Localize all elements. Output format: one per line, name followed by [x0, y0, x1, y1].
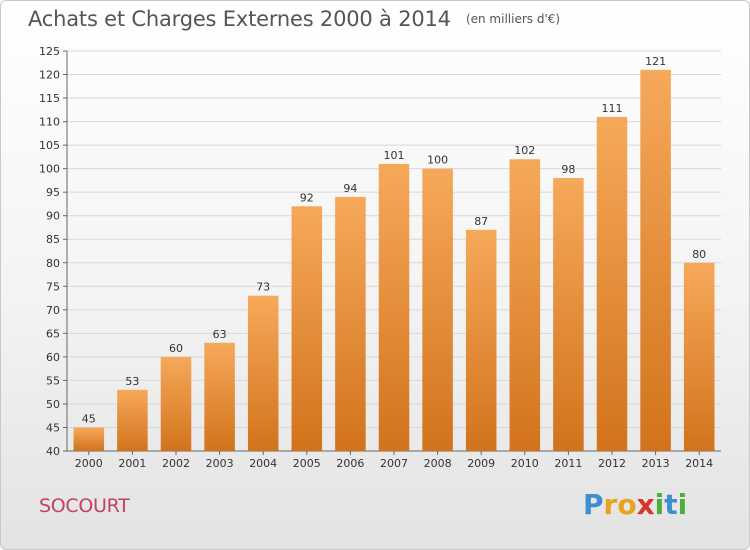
y-tick-label: 85: [46, 233, 60, 246]
y-tick-label: 55: [46, 374, 60, 387]
bar-value-label: 73: [256, 281, 270, 294]
x-tick-label: 2006: [336, 457, 364, 470]
y-tick-label: 50: [46, 398, 60, 411]
x-tick-label: 2004: [249, 457, 277, 470]
bar-value-label: 102: [514, 144, 535, 157]
commune-name: SOCOURT: [39, 495, 130, 517]
bar-value-label: 87: [474, 215, 488, 228]
y-tick-label: 45: [46, 421, 60, 434]
bar-value-label: 100: [427, 154, 448, 167]
logo-letter: P: [583, 488, 604, 521]
bar: [335, 196, 366, 451]
bar: [465, 229, 497, 451]
y-tick-label: 95: [46, 186, 60, 199]
bar: [596, 116, 628, 451]
x-tick-label: 2002: [162, 457, 190, 470]
bar: [73, 427, 105, 451]
chart-unit: (en milliers d'€): [465, 12, 561, 26]
bar-value-label: 98: [561, 163, 575, 176]
x-tick-label: 2005: [293, 457, 321, 470]
y-tick-label: 75: [46, 280, 60, 293]
bar: [509, 159, 541, 452]
y-tick-label: 120: [39, 69, 60, 82]
logo-letter: i: [677, 488, 688, 521]
bar: [422, 168, 453, 451]
bar-value-label: 92: [300, 191, 314, 204]
bar-value-label: 60: [169, 342, 183, 355]
y-tick-label: 40: [46, 445, 60, 458]
y-tick-label: 110: [39, 116, 60, 129]
bar-value-label: 101: [384, 149, 405, 162]
x-tick-label: 2003: [206, 457, 234, 470]
x-tick-label: 2001: [118, 457, 146, 470]
x-tick-label: 2009: [467, 457, 495, 470]
logo-letter: r: [603, 488, 618, 521]
x-tick-label: 2010: [511, 457, 539, 470]
bar: [291, 206, 323, 451]
logo-letter: x: [636, 488, 655, 521]
chart-title: Achats et Charges Externes 2000 à 2014: [28, 7, 451, 31]
bar: [204, 342, 235, 451]
bar-value-label: 94: [343, 182, 357, 195]
y-tick-label: 105: [39, 139, 60, 152]
bar-value-label: 45: [82, 412, 96, 425]
bar: [117, 389, 148, 451]
x-tick-label: 2014: [685, 457, 713, 470]
y-tick-label: 70: [46, 304, 60, 317]
bar: [553, 178, 584, 451]
bar: [247, 295, 279, 451]
logo-letter: o: [617, 488, 637, 521]
proxiti-logo: Proxiti: [583, 488, 687, 521]
y-tick-label: 90: [46, 210, 60, 223]
x-tick-label: 2012: [598, 457, 626, 470]
bar-value-label: 63: [213, 328, 227, 341]
y-tick-label: 100: [39, 163, 60, 176]
y-tick-label: 65: [46, 327, 60, 340]
bar: [160, 356, 192, 451]
x-tick-label: 2011: [554, 457, 582, 470]
y-tick-label: 115: [39, 92, 60, 105]
bar-value-label: 111: [602, 102, 623, 115]
logo-letter: t: [664, 488, 678, 521]
bar: [683, 262, 715, 451]
bar-value-label: 53: [125, 375, 139, 388]
y-tick-label: 60: [46, 351, 60, 364]
bar-value-label: 80: [692, 248, 706, 261]
bar: [378, 163, 410, 451]
x-tick-label: 2007: [380, 457, 408, 470]
bar: [640, 69, 671, 451]
logo-letter: i: [654, 488, 665, 521]
bar-value-label: 121: [645, 55, 666, 68]
x-tick-label: 2008: [424, 457, 452, 470]
x-tick-label: 2000: [75, 457, 103, 470]
chart-title-block: Achats et Charges Externes 2000 à 2014 (…: [28, 7, 560, 31]
x-tick-label: 2013: [642, 457, 670, 470]
y-tick-label: 80: [46, 257, 60, 270]
y-tick-label: 125: [39, 45, 60, 58]
